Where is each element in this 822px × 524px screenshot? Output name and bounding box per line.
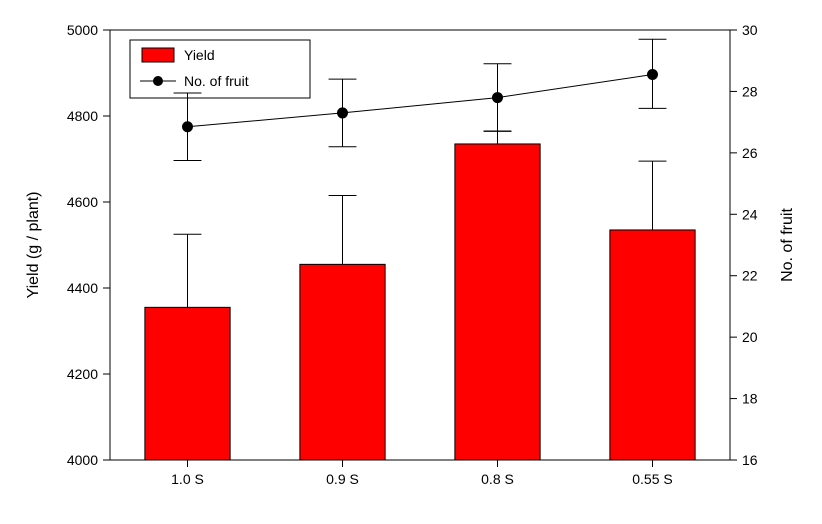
svg-text:22: 22: [742, 268, 758, 284]
line-marker: [648, 70, 658, 80]
bar: [455, 144, 540, 460]
right-axis-title: No. of fruit: [779, 208, 796, 282]
line-marker: [183, 122, 193, 132]
line-marker: [493, 93, 503, 103]
fruit-line-series: [174, 39, 667, 160]
legend-label: Yield: [184, 47, 215, 63]
legend: Yield No. of fruit: [130, 40, 310, 98]
left-axis-ticks: 4000 4200 4400 4600 4800 5000: [67, 22, 110, 468]
svg-text:30: 30: [742, 22, 758, 38]
svg-text:4800: 4800: [67, 108, 98, 124]
bar: [610, 230, 695, 460]
svg-text:24: 24: [742, 206, 758, 222]
svg-text:4000: 4000: [67, 452, 98, 468]
svg-text:0.8 S: 0.8 S: [481, 471, 514, 487]
svg-text:16: 16: [742, 452, 758, 468]
legend-swatch-line: [154, 77, 163, 86]
svg-text:1.0 S: 1.0 S: [171, 471, 204, 487]
yield-error-bars: [174, 131, 667, 307]
svg-text:0.9 S: 0.9 S: [326, 471, 359, 487]
svg-text:5000: 5000: [67, 22, 98, 38]
svg-text:0.55 S: 0.55 S: [632, 471, 672, 487]
bar: [145, 307, 230, 460]
svg-text:18: 18: [742, 391, 758, 407]
right-axis-ticks: 16 18 20 22 24 26 28 30: [730, 22, 758, 468]
svg-text:4600: 4600: [67, 194, 98, 210]
svg-text:26: 26: [742, 145, 758, 161]
line-marker: [338, 108, 348, 118]
yield-bars: [145, 144, 695, 460]
svg-text:4400: 4400: [67, 280, 98, 296]
left-axis-title: Yield (g / plant): [25, 191, 42, 298]
legend-label: No. of fruit: [184, 73, 249, 89]
svg-text:20: 20: [742, 329, 758, 345]
svg-text:4200: 4200: [67, 366, 98, 382]
bar: [300, 264, 385, 460]
dual-axis-chart: 4000 4200 4400 4600 4800 5000 16 18 20 22 24 26 28 3…: [0, 0, 822, 524]
svg-text:28: 28: [742, 83, 758, 99]
legend-swatch-bar: [142, 48, 174, 62]
x-axis-ticks: 1.0 S 0.9 S 0.8 S 0.55 S: [171, 460, 673, 487]
